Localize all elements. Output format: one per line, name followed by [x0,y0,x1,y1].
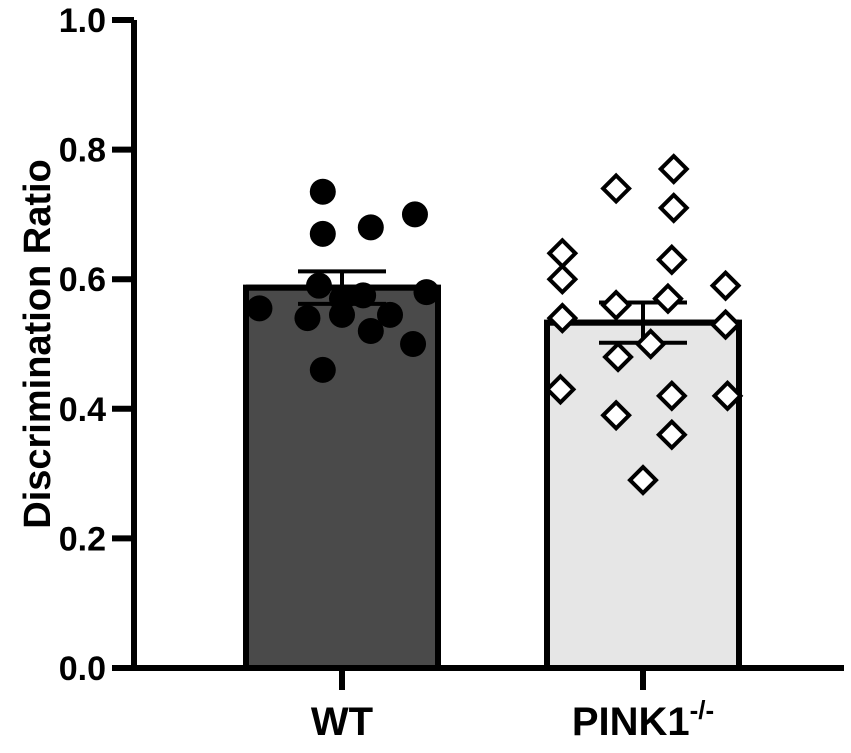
x-category-label-text: PINK1 [572,700,690,744]
data-point [309,356,336,383]
x-category-label: WT [311,700,373,744]
data-point [377,301,403,328]
data-point [294,305,321,332]
data-point [546,263,579,296]
data-point [634,328,667,360]
x-category-label: PINK1-/- [572,695,714,744]
data-point [655,380,688,412]
data-point [309,178,336,205]
y-tick-label: 0.4 [59,391,106,429]
axes [131,20,844,671]
data-point [600,172,632,205]
data-point [600,289,632,321]
data-point [400,331,427,357]
data-point [709,308,742,341]
data-point [544,373,577,406]
y-tick-label: 0.2 [59,520,106,558]
data-point [711,380,744,412]
y-tick-label: 0.0 [59,650,106,688]
data-point [602,341,634,373]
data-point [657,192,690,224]
y-tick-label: 0.6 [59,261,106,299]
data-point [350,282,377,309]
data-point [305,272,332,299]
data-point [655,418,688,451]
y-axis-title: Discrimination Ratio [17,159,59,529]
data-point [657,153,690,185]
data-point [357,214,384,241]
x-labels: WT PINK1-/- [311,668,714,744]
data-point [546,237,579,270]
data-point [709,269,742,302]
data-point [329,301,355,328]
y-tick-label: 1.0 [59,2,106,40]
y-ticks: 0.0 0.2 0.4 0.6 0.8 1.0 [59,2,134,688]
data-points [246,153,744,496]
y-tick-label: 0.8 [59,132,106,170]
data-point [413,279,440,306]
x-category-label-text: WT [311,700,373,744]
data-point [546,302,579,334]
data-point [600,399,632,432]
data-point [309,220,336,247]
data-point [627,464,659,496]
data-point [401,201,428,228]
data-point [246,295,273,322]
data-point [655,243,688,276]
data-point [652,282,684,315]
data-point [357,318,384,345]
x-category-label-superscript: -/- [690,695,715,725]
